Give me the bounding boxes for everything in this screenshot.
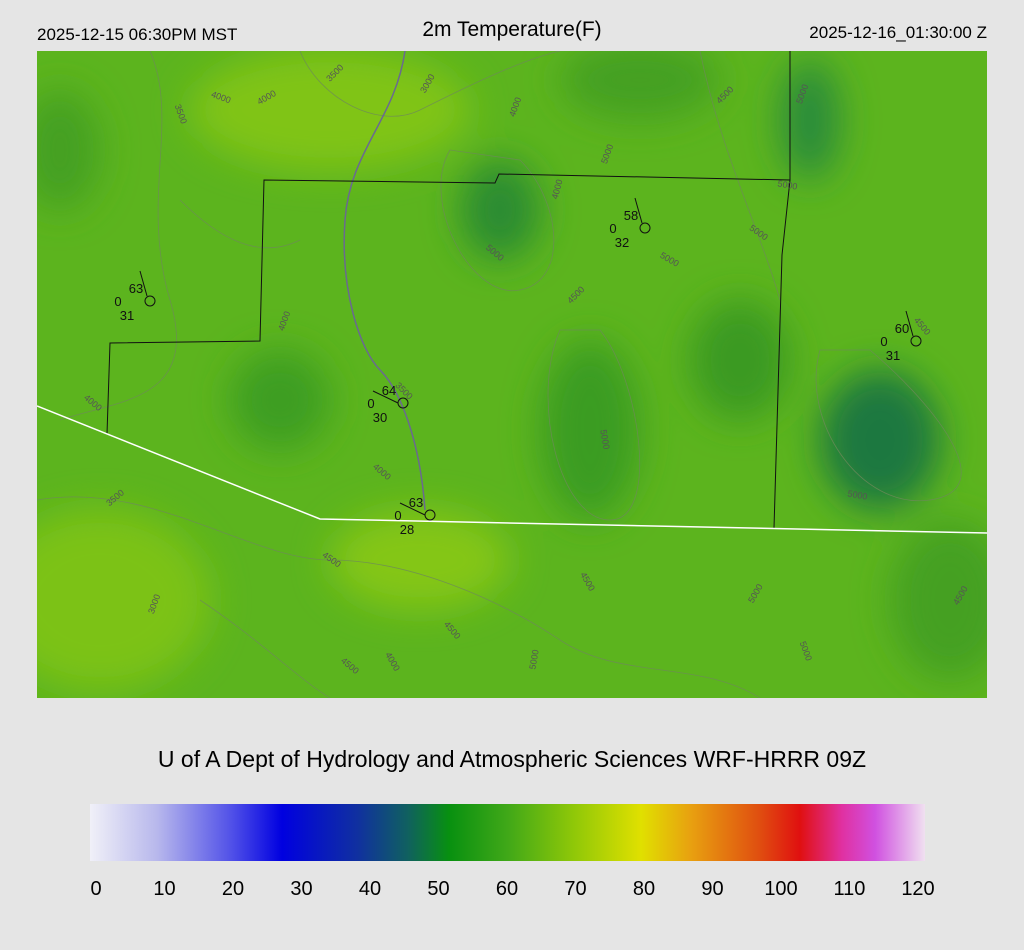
colorbar bbox=[90, 804, 925, 861]
wind-staff bbox=[139, 270, 148, 297]
station-wind: 0 bbox=[114, 294, 121, 309]
wind-staff bbox=[905, 310, 914, 337]
colorbar-tick-label: 40 bbox=[359, 878, 381, 900]
station-circle bbox=[639, 222, 651, 234]
colorbar-tick-label: 50 bbox=[427, 878, 449, 900]
station-circle bbox=[144, 295, 156, 307]
station-wind: 0 bbox=[609, 221, 616, 236]
contour-label: 5000 bbox=[847, 488, 868, 501]
colorbar-tick-label: 0 bbox=[90, 878, 101, 900]
colorbar-tick-label: 80 bbox=[633, 878, 655, 900]
contour-label: 5000 bbox=[777, 178, 798, 191]
station-dewpoint: 32 bbox=[615, 235, 629, 250]
wind-staff bbox=[634, 197, 643, 224]
colorbar-tick-label: 110 bbox=[834, 878, 866, 900]
colorbar-tick-label: 10 bbox=[153, 878, 175, 900]
station-dewpoint: 31 bbox=[120, 308, 134, 323]
colorbar-tick-label: 100 bbox=[764, 878, 797, 900]
station-wind: 0 bbox=[394, 508, 401, 523]
wind-staff bbox=[372, 390, 399, 404]
colorbar-tick-label: 30 bbox=[290, 878, 312, 900]
station-dewpoint: 30 bbox=[373, 410, 387, 425]
valid-time-utc: 2025-12-16_01:30:00 Z bbox=[809, 23, 987, 42]
colorbar-tick-label: 120 bbox=[901, 878, 934, 900]
contour-label: 5000 bbox=[598, 429, 611, 450]
station-circle bbox=[910, 335, 922, 347]
colorbar-tick-label: 20 bbox=[222, 878, 244, 900]
colorbar-tick-label: 70 bbox=[564, 878, 586, 900]
station-dewpoint: 28 bbox=[400, 522, 414, 537]
valid-time-local: 2025-12-15 06:30PM MST bbox=[37, 25, 237, 44]
station-dewpoint: 31 bbox=[886, 348, 900, 363]
colorbar-tick-label: 60 bbox=[496, 878, 518, 900]
map-title: 2m Temperature(F) bbox=[422, 18, 601, 41]
footer-credit: U of A Dept of Hydrology and Atmospheric… bbox=[158, 746, 866, 772]
station-wind: 0 bbox=[367, 396, 374, 411]
station-temp: 63 bbox=[129, 281, 143, 296]
station-temp: 58 bbox=[624, 208, 638, 223]
colorbar-tick-label: 90 bbox=[701, 878, 723, 900]
station-temp: 60 bbox=[895, 321, 909, 336]
station-temp: 64 bbox=[382, 383, 396, 398]
station-temp: 63 bbox=[409, 495, 423, 510]
wind-staff bbox=[399, 502, 426, 516]
station-wind: 0 bbox=[880, 334, 887, 349]
contour-label: 5000 bbox=[527, 649, 540, 670]
